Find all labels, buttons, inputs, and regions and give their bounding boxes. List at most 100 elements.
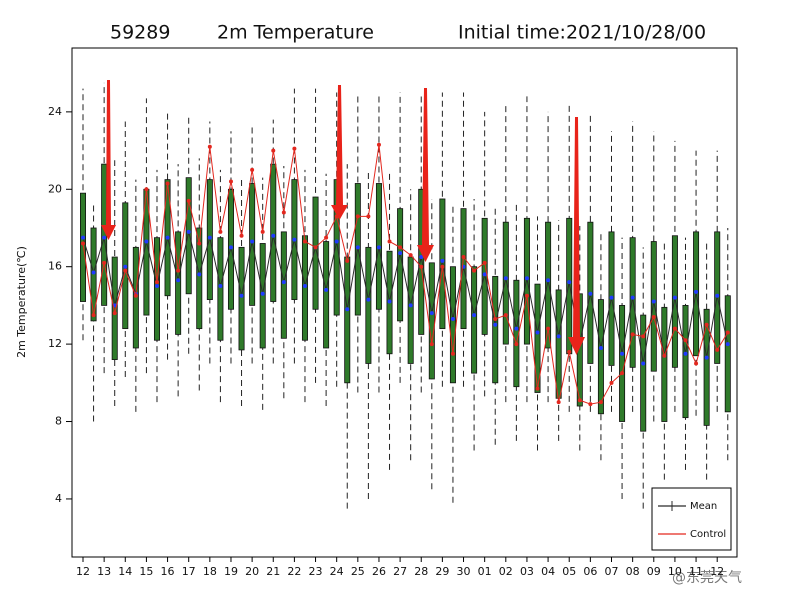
series-point [334, 239, 339, 244]
series-point [609, 295, 614, 300]
arrow [417, 88, 434, 262]
series-point [450, 351, 455, 356]
series-point [672, 295, 677, 300]
x-tick-label: 27 [393, 565, 407, 578]
series-point [419, 264, 424, 269]
series-point [620, 371, 625, 376]
box [661, 306, 668, 422]
series-point [228, 179, 233, 184]
y-tick-label: 4 [55, 492, 62, 505]
series-point [641, 361, 646, 366]
chart-title: 2m Temperature [217, 22, 374, 44]
series-point [387, 239, 392, 244]
legend: Mean Control [651, 487, 732, 551]
series-point [503, 276, 508, 281]
x-tick-label: 17 [182, 565, 196, 578]
x-tick-label: 01 [478, 565, 492, 578]
series-point [123, 264, 128, 269]
series-point [239, 293, 244, 298]
box [175, 231, 182, 335]
arrows [101, 80, 585, 355]
plot-frame [71, 47, 738, 558]
series-point [91, 313, 96, 318]
box [703, 308, 710, 426]
x-tick-label: 18 [203, 565, 217, 578]
series-point [271, 233, 276, 238]
box [545, 221, 552, 349]
series-point [102, 260, 107, 265]
series-point [567, 349, 572, 354]
series-point [123, 268, 128, 273]
box [153, 237, 160, 341]
series-point [218, 229, 223, 234]
series-point [683, 338, 688, 343]
series-point [102, 235, 107, 240]
legend-label: Control [690, 529, 726, 540]
box [312, 196, 319, 310]
series-point [651, 315, 656, 320]
series-point [207, 235, 212, 240]
series-point [715, 347, 720, 352]
series-point [620, 351, 625, 356]
watermark: @东莞天气 [672, 570, 742, 586]
y-axis-label: 2m Temperature(℃) [15, 246, 28, 358]
box [523, 217, 530, 345]
series-point [493, 322, 498, 327]
box [323, 241, 330, 349]
legend-label: Mean [690, 501, 717, 512]
series-point [546, 326, 551, 331]
box [513, 279, 520, 388]
series-point [630, 332, 635, 337]
series-point [302, 284, 307, 289]
x-tick-label: 03 [520, 565, 534, 578]
series-point [524, 276, 529, 281]
x-tick-label: 06 [583, 565, 597, 578]
series-point [133, 293, 138, 298]
box [249, 183, 256, 306]
series-point [609, 380, 614, 385]
x-tick-label: 29 [435, 565, 449, 578]
series-point [281, 210, 286, 215]
box [185, 177, 192, 295]
x-tick-label: 30 [457, 565, 471, 578]
series-point [302, 239, 307, 244]
series-point [440, 258, 445, 263]
x-tick-label: 02 [499, 565, 513, 578]
series-point [292, 237, 297, 242]
series-point [144, 239, 149, 244]
series-point [165, 235, 170, 240]
series-point [260, 229, 265, 234]
series-point [472, 268, 477, 273]
series-point [387, 299, 392, 304]
series-point [165, 181, 170, 186]
y-tick-label: 8 [55, 415, 62, 428]
plot-area: 4 8 12 16 20 24 12 13 14 15 16 17 18 19 20 21 22 23 24 25 26… [48, 47, 738, 578]
series-point [704, 322, 709, 327]
x-tick-label: 20 [245, 565, 259, 578]
series-point [250, 239, 255, 244]
arrow [568, 117, 585, 355]
box [280, 231, 287, 339]
box [471, 266, 478, 374]
x-tick-label: 12 [710, 565, 724, 578]
series-point [683, 351, 688, 356]
box [629, 237, 636, 368]
x-tick-label: 15 [139, 565, 153, 578]
series-point [239, 233, 244, 238]
series-point [281, 280, 286, 285]
x-tick-label: 16 [161, 565, 175, 578]
series-point [662, 353, 667, 358]
x-tick-label: 19 [224, 565, 238, 578]
series-point [630, 295, 635, 300]
x-tick-label: 10 [668, 565, 682, 578]
x-tick-label: 09 [647, 565, 661, 578]
series-point [345, 307, 350, 312]
box [502, 221, 509, 345]
x-tick-label: 11 [689, 565, 703, 578]
box [397, 208, 404, 322]
box [671, 235, 678, 368]
box [650, 241, 657, 372]
series-point [197, 241, 202, 246]
x-tick-label: 14 [118, 565, 132, 578]
x-tick-label: 22 [287, 565, 301, 578]
